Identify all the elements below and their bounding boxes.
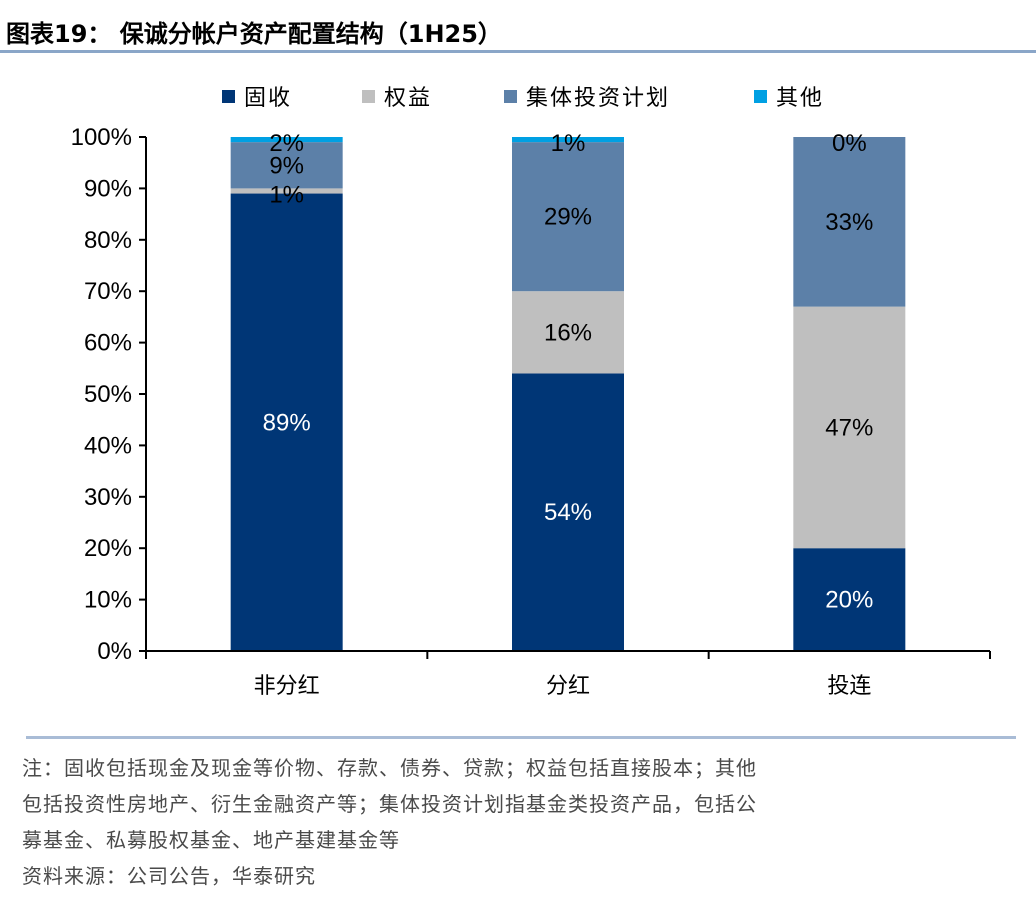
axes: 非分红 分红 投连 0% 10% 20% 30% 40% 50% 60% 70% 80% 90% 100% bbox=[71, 124, 991, 699]
stacked-bar-chart: 固收 权益 集体投资计划 其他 89%1%9%2%54%16%29%1%20%47%3… bbox=[71, 86, 991, 699]
y-tick-label: 10% bbox=[84, 587, 132, 614]
y-tick-label: 90% bbox=[84, 175, 132, 202]
bar-segment bbox=[230, 137, 343, 143]
bar-segment bbox=[230, 193, 343, 652]
y-tick-label: 60% bbox=[84, 330, 132, 357]
y-tick-label: 80% bbox=[84, 227, 132, 254]
data-label: 47% bbox=[825, 414, 873, 441]
chart-title: 图表19： 保诚分帐户资产配置结构（1H25） bbox=[6, 20, 502, 48]
data-label: 1% bbox=[269, 181, 304, 208]
bar-segment bbox=[793, 548, 906, 651]
bar-segment bbox=[230, 142, 343, 189]
footnote-line-3: 募基金、私募股权基金、地产基建基金等 bbox=[22, 828, 400, 852]
bar-segment bbox=[230, 188, 343, 194]
x-tick-label: 投连 bbox=[827, 674, 871, 699]
data-label: 9% bbox=[269, 152, 304, 179]
data-label: 54% bbox=[544, 499, 592, 526]
data-label: 1% bbox=[551, 130, 586, 157]
source-note: 资料来源：公司公告，华泰研究 bbox=[22, 864, 316, 888]
bar-segment bbox=[512, 373, 624, 651]
data-label: 2% bbox=[269, 130, 304, 157]
segment-labels: 89%1%9%2%54%16%29%1%20%47%33%0% bbox=[263, 130, 874, 614]
y-tick-label: 30% bbox=[84, 484, 132, 511]
footnote-line-2: 包括投资性房地产、衍生金融资产等；集体投资计划指基金类投资产品，包括公 bbox=[22, 792, 757, 816]
legend-swatch bbox=[754, 90, 767, 103]
y-tick-label: 100% bbox=[71, 124, 132, 151]
bar-segment bbox=[512, 291, 624, 374]
data-label: 0% bbox=[832, 130, 867, 157]
legend-swatch bbox=[504, 90, 517, 103]
legend-label: 权益 bbox=[384, 86, 432, 111]
bar-segment bbox=[512, 137, 624, 143]
legend-swatch bbox=[362, 90, 375, 103]
y-tick-label: 50% bbox=[84, 381, 132, 408]
footnote-line-1: 注：固收包括现金及现金等价物、存款、债券、贷款；权益包括直接股本；其他 bbox=[22, 756, 757, 780]
footnote-divider bbox=[26, 736, 1016, 739]
title-divider bbox=[0, 50, 1036, 53]
data-label: 33% bbox=[825, 209, 873, 236]
data-label: 20% bbox=[825, 587, 873, 614]
legend-label: 固收 bbox=[244, 86, 292, 111]
legend-swatch bbox=[222, 90, 235, 103]
bar-segment bbox=[512, 142, 624, 292]
legend-label: 集体投资计划 bbox=[526, 86, 670, 111]
bars bbox=[230, 137, 906, 652]
bar-segment bbox=[793, 306, 906, 549]
y-tick-label: 20% bbox=[84, 535, 132, 562]
data-label: 29% bbox=[544, 204, 592, 231]
y-tick-label: 70% bbox=[84, 278, 132, 305]
y-tick-label: 0% bbox=[97, 638, 132, 665]
data-label: 89% bbox=[263, 409, 311, 436]
bar-segment bbox=[793, 137, 906, 307]
x-tick-label: 分红 bbox=[546, 674, 590, 699]
legend-label: 其他 bbox=[776, 86, 824, 111]
x-tick-label: 非分红 bbox=[254, 674, 320, 699]
legend: 固收 权益 集体投资计划 其他 bbox=[222, 86, 824, 111]
y-tick-label: 40% bbox=[84, 432, 132, 459]
data-label: 16% bbox=[544, 319, 592, 346]
